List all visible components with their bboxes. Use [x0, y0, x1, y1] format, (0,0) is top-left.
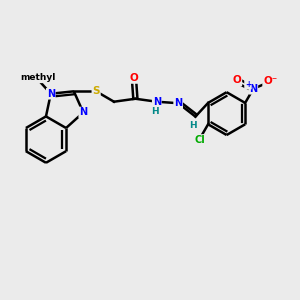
Text: O⁻: O⁻: [263, 76, 278, 86]
Text: S: S: [92, 86, 100, 96]
Text: N: N: [174, 98, 182, 108]
Text: +: +: [245, 80, 251, 89]
Text: Cl: Cl: [194, 135, 205, 145]
Text: N: N: [79, 107, 87, 118]
Text: H: H: [152, 107, 159, 116]
Text: N: N: [153, 97, 161, 107]
Text: N: N: [47, 89, 55, 99]
Text: O: O: [232, 75, 242, 85]
Text: N: N: [249, 84, 257, 94]
Text: H: H: [189, 121, 196, 130]
Text: O: O: [130, 73, 138, 83]
Text: methyl: methyl: [20, 74, 56, 82]
